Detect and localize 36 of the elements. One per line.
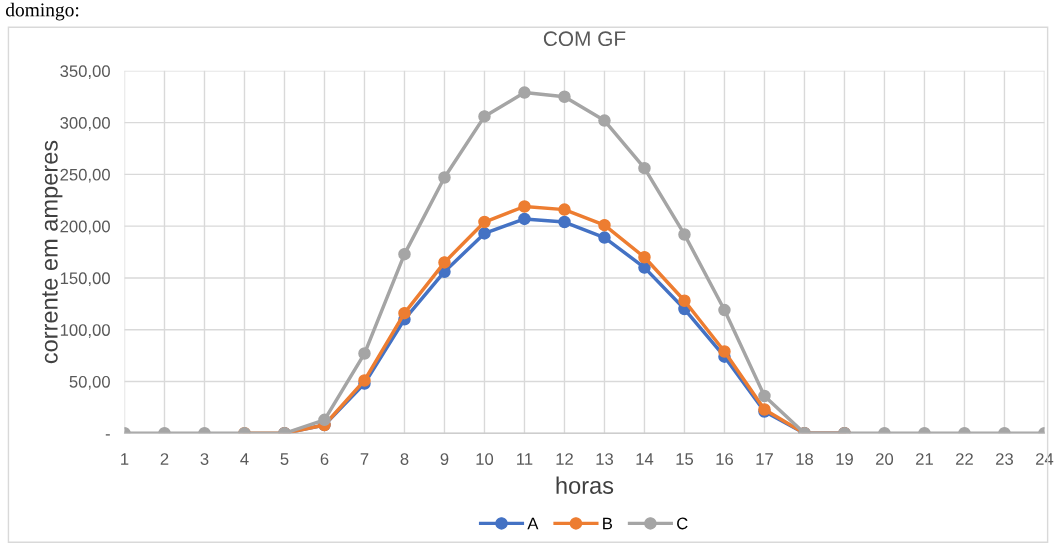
legend-label: B [603, 517, 613, 530]
x-tick-label: 18 [796, 453, 814, 465]
x-tick-label: 17 [756, 453, 773, 465]
x-tick-label: 9 [440, 453, 449, 465]
x-tick-label: 22 [956, 453, 973, 465]
x-tick-label: 23 [996, 453, 1013, 465]
x-tick-label: 19 [836, 453, 853, 465]
x-tick-label: 13 [596, 453, 614, 465]
x-tick-label: 5 [280, 453, 289, 465]
y-tick-label: 350,00 [60, 65, 110, 80]
x-tick-label: 16 [716, 453, 733, 465]
legend-label: A [527, 517, 539, 530]
chart-title: COM GF [543, 31, 626, 47]
x-tick-label: 10 [476, 453, 494, 465]
x-tick-label: 20 [876, 453, 894, 465]
x-tick-label: 3 [200, 453, 209, 465]
y-tick-label: 150,00 [60, 272, 110, 287]
x-tick-label: 6 [320, 453, 329, 465]
y-tick-label: - [105, 434, 110, 436]
x-tick-label: 14 [636, 453, 654, 465]
legend-label: C [677, 517, 688, 530]
y-tick-label: 50,00 [69, 375, 110, 390]
x-tick-label: 7 [360, 453, 369, 465]
x-axis-title: horas [556, 476, 614, 494]
x-tick-label: 21 [916, 453, 933, 465]
x-tick-label: 8 [400, 453, 409, 465]
x-tick-label: 11 [517, 453, 533, 465]
y-tick-label: 100,00 [60, 324, 110, 338]
x-tick-label: 4 [240, 453, 249, 465]
y-tick-label: 300,00 [60, 117, 110, 131]
x-tick-label: 1 [121, 453, 129, 465]
x-tick-label: 15 [676, 453, 694, 465]
x-tick-label: 2 [160, 453, 169, 465]
x-tick-label: 12 [556, 453, 573, 465]
text: domingo: [5, 2, 79, 21]
x-tick-label: 24 [1036, 453, 1054, 465]
